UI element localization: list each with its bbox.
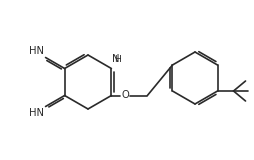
Text: HN: HN (28, 108, 43, 117)
Text: O: O (121, 91, 129, 100)
Text: N: N (112, 53, 119, 64)
Text: H: H (114, 55, 121, 64)
Text: HN: HN (28, 47, 43, 56)
